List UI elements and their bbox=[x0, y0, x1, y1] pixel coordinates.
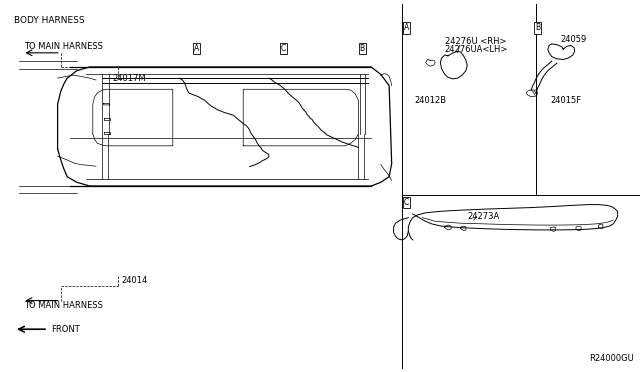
Text: A: A bbox=[404, 23, 409, 32]
Text: TO MAIN HARNESS: TO MAIN HARNESS bbox=[24, 42, 103, 51]
Text: C: C bbox=[404, 198, 409, 207]
Text: 24276U <RH>: 24276U <RH> bbox=[445, 37, 506, 46]
Text: A: A bbox=[194, 44, 199, 53]
Text: 24276UA<LH>: 24276UA<LH> bbox=[445, 45, 508, 54]
Text: B: B bbox=[360, 44, 365, 53]
Text: 24012B: 24012B bbox=[415, 96, 447, 105]
Text: 24015F: 24015F bbox=[550, 96, 582, 105]
Text: 24273A: 24273A bbox=[467, 212, 499, 221]
Text: R24000GU: R24000GU bbox=[589, 354, 634, 363]
Text: C: C bbox=[281, 44, 286, 53]
Text: 24014: 24014 bbox=[122, 276, 148, 285]
Text: 24017M: 24017M bbox=[112, 74, 146, 83]
Text: B: B bbox=[535, 23, 540, 32]
Text: BODY HARNESS: BODY HARNESS bbox=[14, 16, 84, 25]
Text: FRONT: FRONT bbox=[51, 325, 80, 334]
Text: 24059: 24059 bbox=[561, 35, 587, 44]
Text: TO MAIN HARNESS: TO MAIN HARNESS bbox=[24, 301, 103, 310]
